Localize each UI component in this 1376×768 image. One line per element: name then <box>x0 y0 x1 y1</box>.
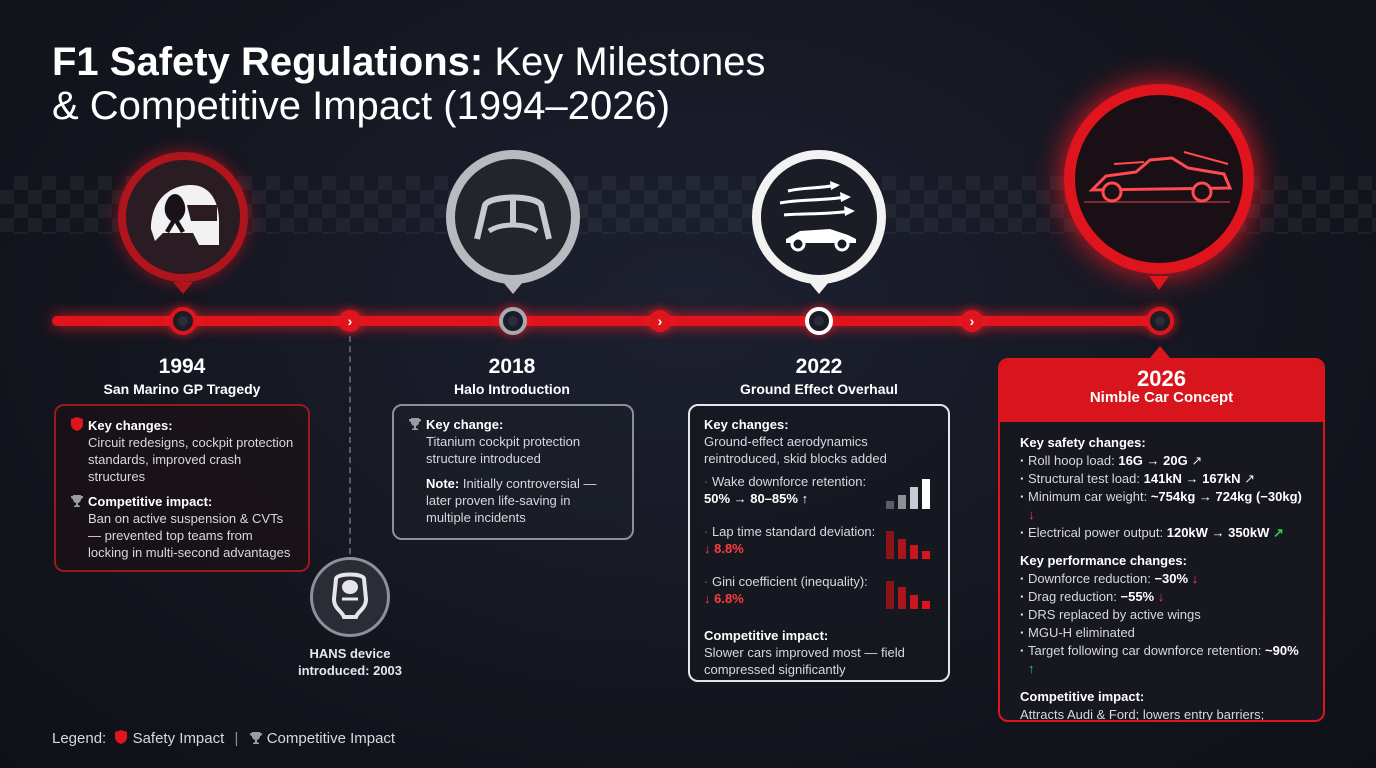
milestone-name-2022: Ground Effect Overhaul <box>740 381 898 397</box>
arrow-up-icon: ↑ <box>1028 661 1035 676</box>
performance-item: Target following car downforce retention… <box>1020 642 1303 678</box>
hans-device-badge <box>310 557 390 637</box>
label-competitive-impact: Competitive impact: <box>88 494 213 509</box>
text-key-changes: Circuit redesigns, cockpit protection st… <box>88 435 294 484</box>
arrow-down-icon: ↓ <box>1028 507 1035 522</box>
year-2022: 2022 <box>795 355 843 378</box>
halo-pin <box>446 150 580 284</box>
label-key-changes: Key changes: <box>88 418 173 433</box>
text-note: Initially controversial — later proven l… <box>426 476 597 525</box>
card-2018: Key change: Titanium cockpit protection … <box>392 404 634 540</box>
trophy-icon <box>71 495 83 507</box>
year-2018: 2018 <box>488 355 536 378</box>
card-header-2026: 2026 Nimble Car Concept <box>1000 360 1323 422</box>
airflow-car-icon <box>779 181 856 252</box>
label-key-changes: Key changes: <box>704 417 789 432</box>
label-competitive-impact: Competitive impact: <box>704 628 829 643</box>
arrow-up-right-icon: ↗ <box>1191 453 1203 468</box>
chevron-right-icon: › <box>339 310 361 332</box>
trophy-icon <box>409 418 421 430</box>
hans-caption: HANS device introduced: 2003 <box>286 645 414 679</box>
shield-icon <box>71 417 83 431</box>
hans-connector <box>349 336 351 554</box>
year-2026: 2026 <box>1137 366 1186 391</box>
text-competitive-impact: Slower cars improved most — field compre… <box>704 645 905 677</box>
safety-item: Minimum car weight: ~754kg → 724kg (−30k… <box>1020 488 1303 524</box>
label-note: Note: <box>426 476 460 491</box>
text-key-changes: Ground-effect aerodynamics reintroduced,… <box>704 434 887 466</box>
safety-item: Structural test load: 141kN → 167kN ↗ <box>1020 470 1303 488</box>
bar-chart-icon <box>886 479 930 509</box>
performance-item: Downforce reduction: −30% ↓ <box>1020 570 1303 588</box>
timeline-node-1994 <box>169 307 197 335</box>
trophy-icon <box>249 732 262 744</box>
pin-tail-2022 <box>809 282 829 294</box>
nimble-car-pin <box>1064 84 1254 274</box>
halo-icon <box>474 194 552 240</box>
text-competitive-impact: Ban on active suspension & CVTs — preven… <box>88 511 291 560</box>
helmet-pin <box>118 152 248 282</box>
performance-item: MGU-H eliminated <box>1020 624 1303 642</box>
metric-lap-time-deviation: · Lap time standard deviation: ↓ 8.8% <box>704 523 934 567</box>
legend-prefix: Legend: <box>52 730 107 747</box>
card-2022: Key changes: Ground-effect aerodynamics … <box>688 404 950 682</box>
metric-value: 50% → 80–85% ↑ <box>704 491 809 506</box>
bar-chart-icon <box>886 581 930 609</box>
arrow-up-right-icon: ↗ <box>1244 471 1255 486</box>
timeline-node-2022 <box>805 307 833 335</box>
safety-item: Roll hoop load: 16G → 20G ↗ <box>1020 452 1303 470</box>
metric-label: Gini coefficient (inequality): <box>711 574 868 589</box>
hans-device-icon <box>331 572 369 619</box>
metric-value: ↓ 8.8% <box>704 541 744 556</box>
hans-line2: introduced: 2003 <box>297 663 403 678</box>
timeline-bar <box>52 316 1172 326</box>
milestone-name-1994: San Marino GP Tragedy <box>103 381 261 397</box>
legend: Legend: Safety Impact | Competitive Impa… <box>52 729 395 747</box>
text-key-change: Titanium cockpit protection structure in… <box>426 434 581 466</box>
timeline-node-2018 <box>499 307 527 335</box>
label-key-performance-changes: Key performance changes: <box>1020 553 1187 568</box>
chevron-right-icon: › <box>961 310 983 332</box>
card-2026: 2026 Nimble Car Concept Key safety chang… <box>998 358 1325 722</box>
title-light: Key Milestones <box>483 40 766 84</box>
metric-gini-coefficient: · Gini coefficient (inequality): ↓ 6.8% <box>704 573 934 617</box>
legend-safety: Safety Impact <box>132 730 225 747</box>
label-key-safety-changes: Key safety changes: <box>1020 435 1146 450</box>
title-bold: F1 Safety Regulations: <box>52 40 484 84</box>
bar-chart-icon <box>886 531 930 559</box>
title-line2: & Competitive Impact (1994–2026) <box>52 84 671 128</box>
milestone-name-2026: Nimble Car Concept <box>1089 389 1234 406</box>
year-1994: 1994 <box>158 355 206 378</box>
text-competitive-impact: Attracts Audi & Ford; lowers entry barri… <box>1020 707 1265 722</box>
arrow-down-icon: ↓ <box>1157 589 1165 604</box>
pin-tail-1994 <box>173 282 193 294</box>
ground-effect-pin <box>752 150 886 284</box>
hans-line1: HANS device <box>309 646 391 661</box>
arrow-up-right-icon: ↗ <box>1272 525 1284 540</box>
card-1994: Key changes: Circuit redesigns, cockpit … <box>54 404 310 572</box>
label-key-change: Key change: <box>426 417 504 432</box>
pin-tail-2026 <box>1149 276 1169 290</box>
safety-item: Electrical power output: 120kW → 350kW ↗ <box>1020 524 1303 542</box>
arrow-down-icon: ↓ <box>1191 571 1199 586</box>
label-competitive-impact: Competitive impact: <box>1020 689 1145 704</box>
metric-wake-downforce: · Wake downforce retention: 50% → 80–85%… <box>704 473 934 517</box>
legend-competitive: Competitive Impact <box>266 730 396 747</box>
timeline-node-2026 <box>1146 307 1174 335</box>
milestone-name-2018: Halo Introduction <box>454 381 570 397</box>
legend-separator: | <box>234 730 239 747</box>
performance-item: Drag reduction: −55% ↓ <box>1020 588 1303 606</box>
card-pointer-2026 <box>1150 346 1170 358</box>
shield-icon <box>115 730 128 744</box>
chevron-right-icon: › <box>649 310 671 332</box>
pin-tail-2018 <box>503 282 523 294</box>
page-title: F1 Safety Regulations: Key Milestones & … <box>52 40 952 128</box>
metric-label: Lap time standard deviation: <box>711 524 876 539</box>
race-car-icon <box>1084 151 1233 203</box>
helmet-icon <box>151 185 219 245</box>
metric-label: Wake downforce retention: <box>711 474 867 489</box>
metric-value: ↓ 6.8% <box>704 591 744 606</box>
performance-item: DRS replaced by active wings <box>1020 606 1303 624</box>
